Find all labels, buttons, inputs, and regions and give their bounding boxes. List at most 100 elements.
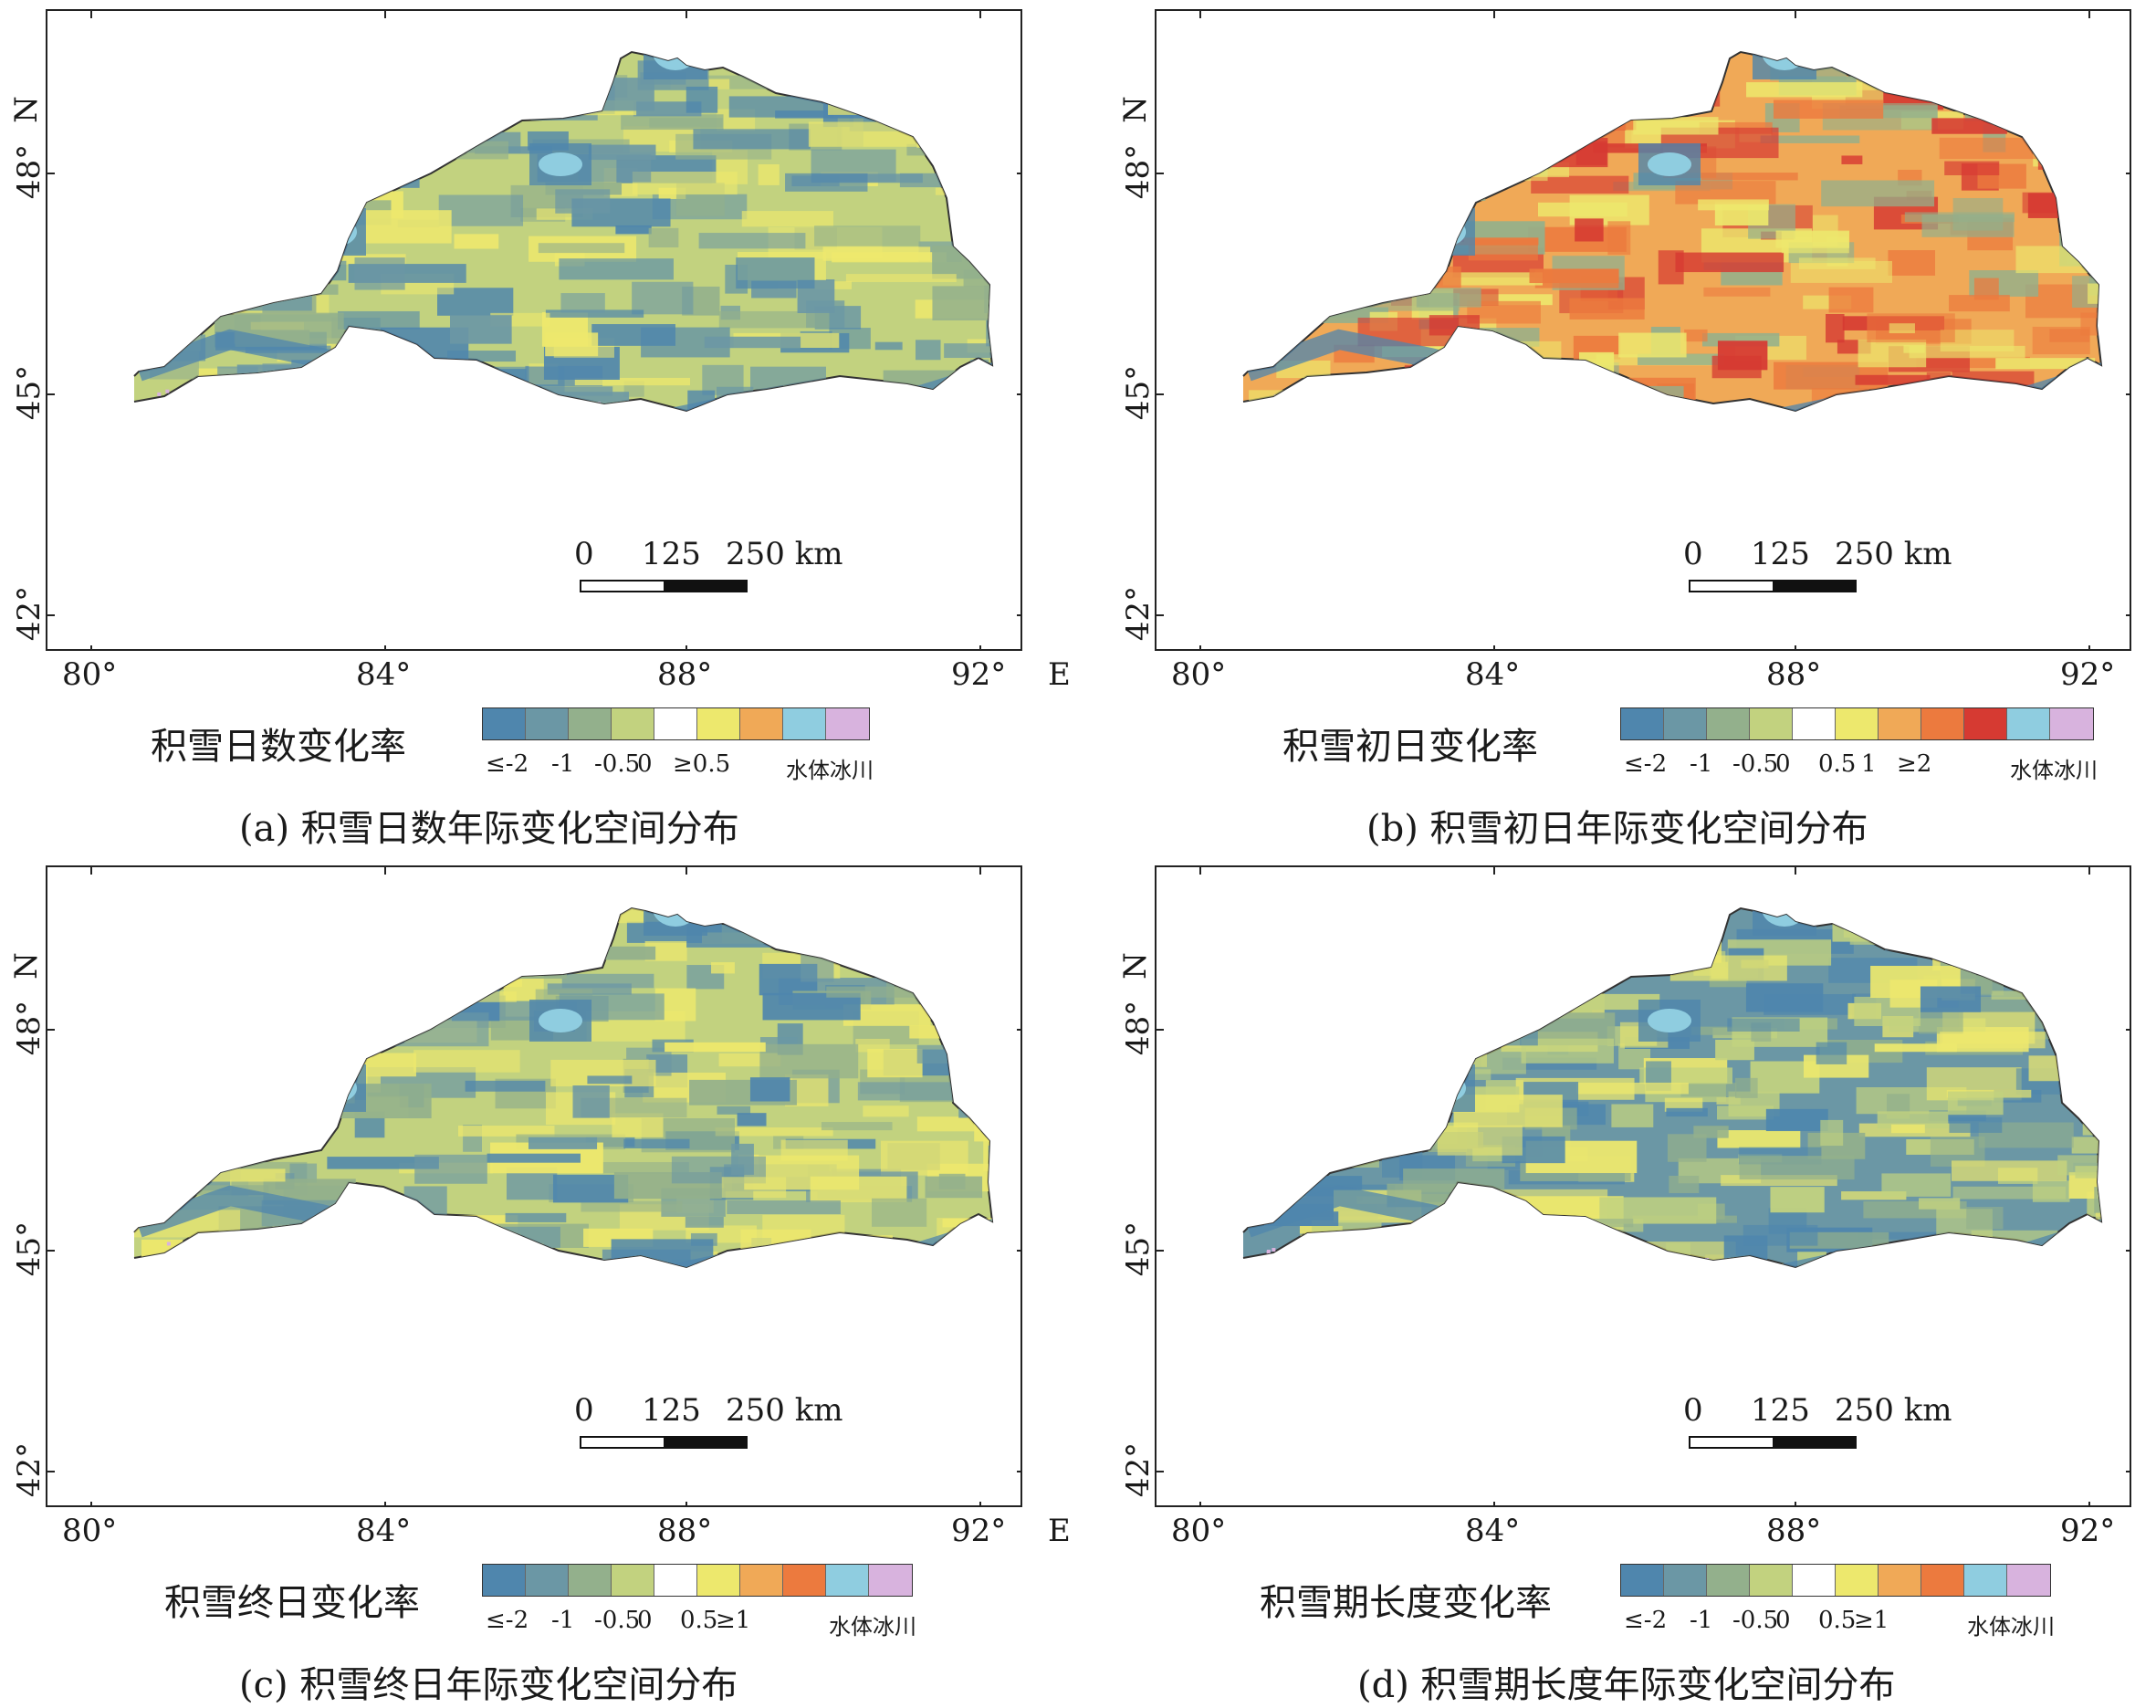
- scale-label: 125: [1751, 1392, 1810, 1429]
- lat-tick-label: 48°: [11, 1000, 48, 1056]
- lake-0: [188, 1098, 221, 1120]
- lake-0: [188, 242, 221, 264]
- legend-swatch-water: [783, 708, 826, 739]
- scale-segment-black: [664, 580, 748, 592]
- lon-tick-label: 88°: [657, 656, 713, 693]
- legend-tick: 0: [637, 750, 653, 778]
- legend-swatch-c3: [569, 708, 612, 739]
- lat-tick-label: 45°: [1120, 364, 1157, 421]
- legend-swatch-c7: [1879, 708, 1921, 739]
- legend-tick: -1: [551, 1607, 575, 1634]
- scale-segment-white: [580, 1436, 665, 1449]
- map-canvas: [1156, 11, 2130, 649]
- legend-tick: ≤-2: [486, 750, 529, 778]
- lon-tick-label: 80°: [1171, 656, 1227, 693]
- legend-swatch-c6: [697, 1565, 740, 1596]
- legend-tick: 0.5: [1818, 750, 1857, 778]
- lat-tick-label: 45°: [11, 364, 48, 421]
- lon-tick-label: 92°: [951, 1513, 1007, 1549]
- legend-swatch-glacier: [869, 1565, 912, 1596]
- legend-swatch-c7: [740, 708, 783, 739]
- legend-swatch-c5: [654, 708, 697, 739]
- lake-0: [1297, 1098, 1330, 1120]
- lon-tick-label: 80°: [1171, 1513, 1227, 1549]
- legend-color-bar: [1620, 707, 2094, 740]
- east-label: E: [1048, 1513, 1071, 1549]
- north-label: N: [1116, 96, 1154, 123]
- legend-tick: ≥2: [1897, 750, 1932, 778]
- legend-color-bar: [482, 707, 870, 740]
- map-frame: [46, 865, 1022, 1507]
- legend-title: 积雪终日变化率: [164, 1582, 420, 1624]
- legend-tick: 0.5: [1818, 1607, 1857, 1634]
- lake-2: [653, 52, 698, 70]
- legend-tick: -0.5: [594, 1607, 641, 1634]
- legend-tick: ≤-2: [1624, 750, 1668, 778]
- legend-swatch-c2: [526, 708, 569, 739]
- legend-swatch-water: [1964, 1565, 2007, 1596]
- map-canvas: [47, 11, 1020, 649]
- lake-3: [539, 152, 582, 176]
- scale-label: 0: [574, 1392, 594, 1429]
- legend-swatch-c4: [612, 1565, 654, 1596]
- north-label: N: [7, 96, 45, 123]
- legend-swatch-water: [826, 1565, 869, 1596]
- lake-2: [1762, 52, 1807, 70]
- lat-tick-label: 42°: [1120, 585, 1157, 642]
- legend-swatch-c2: [1664, 708, 1707, 739]
- legend-swatch-c1: [483, 708, 526, 739]
- legend-tick: -1: [551, 750, 575, 778]
- lon-tick-label: 80°: [62, 656, 118, 693]
- panel-caption: (b) 积雪初日年际变化空间分布: [1366, 808, 1868, 850]
- legend-special-classes: 水体冰川: [829, 1608, 916, 1640]
- lat-tick-label: 48°: [11, 143, 48, 200]
- scale-segment-black: [1773, 1436, 1857, 1449]
- map-panel-c: 0 125 250 km 48° 45° 42° N 80° 84° 88° 92° E 积雪终日变化率…: [0, 856, 1071, 1706]
- legend-swatch-c8: [783, 1565, 826, 1596]
- legend-swatch-c6: [1836, 708, 1879, 739]
- lon-tick-label: 84°: [1465, 1513, 1521, 1549]
- legend-tick: 1: [1861, 750, 1877, 778]
- legend-swatch-c3: [1707, 1565, 1750, 1596]
- scale-label: 0: [1683, 1392, 1703, 1429]
- legend-swatch-c7: [1879, 1565, 1921, 1596]
- panel-caption: (a) 积雪日数年际变化空间分布: [239, 808, 739, 850]
- lake-2: [653, 908, 698, 927]
- legend-swatch-c5: [654, 1565, 697, 1596]
- legend-special-classes: 水体冰川: [1967, 1608, 2055, 1640]
- lat-tick-label: 45°: [1120, 1221, 1157, 1277]
- legend-glacier-label: 冰川: [2011, 1614, 2055, 1640]
- legend-swatch-c8: [1921, 1565, 1964, 1596]
- lake-0: [1297, 242, 1330, 264]
- legend-tick: ≥1: [1854, 1607, 1889, 1634]
- scale-label: 250 km: [1835, 536, 1952, 572]
- legend-water-label: 水体: [1967, 1614, 2011, 1640]
- lat-tick-label: 48°: [1120, 1000, 1157, 1056]
- legend-tick: 0.5: [680, 1607, 718, 1634]
- panel-caption: (c) 积雪终日年际变化空间分布: [239, 1664, 738, 1706]
- legend-water-label: 水体: [829, 1614, 873, 1640]
- map-canvas: [47, 867, 1020, 1505]
- legend-title: 积雪期长度变化率: [1260, 1582, 1552, 1624]
- legend-swatch-glacier: [826, 708, 869, 739]
- legend-tick: -0.5: [1732, 750, 1779, 778]
- legend-swatch-c3: [569, 1565, 612, 1596]
- legend-swatch-c2: [526, 1565, 569, 1596]
- scale-label: 250 km: [726, 1392, 843, 1429]
- lon-tick-label: 88°: [657, 1513, 713, 1549]
- north-label: N: [7, 952, 45, 980]
- lon-tick-label: 92°: [2060, 1513, 2116, 1549]
- legend-tick: ≤-2: [486, 1607, 529, 1634]
- lake-1: [313, 1074, 357, 1103]
- lake-1: [1422, 1074, 1466, 1103]
- map-frame: [1155, 865, 2131, 1507]
- lon-tick-label: 80°: [62, 1513, 118, 1549]
- lat-tick-label: 42°: [11, 585, 48, 642]
- scale-label: 0: [1683, 536, 1703, 572]
- legend-tick: -1: [1690, 1607, 1713, 1634]
- lat-tick-label: 42°: [11, 1441, 48, 1498]
- lake-1: [1422, 217, 1466, 246]
- legend-tick: -0.5: [1732, 1607, 1779, 1634]
- east-label: E: [1048, 656, 1071, 693]
- legend-swatch-c1: [483, 1565, 526, 1596]
